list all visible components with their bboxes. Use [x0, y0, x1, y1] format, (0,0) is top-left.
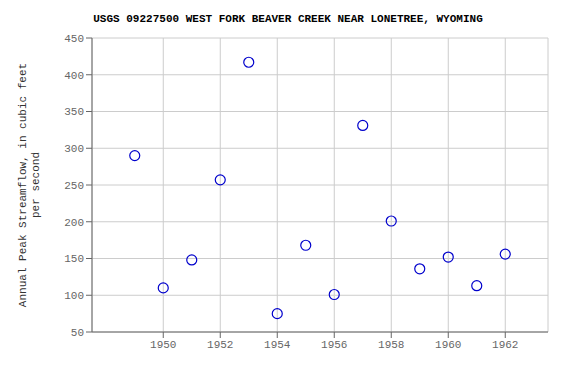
svg-text:400: 400	[64, 70, 84, 82]
svg-text:1960: 1960	[435, 339, 461, 351]
svg-text:1950: 1950	[150, 339, 176, 351]
svg-text:300: 300	[64, 143, 84, 155]
svg-text:200: 200	[64, 217, 84, 229]
svg-text:100: 100	[64, 290, 84, 302]
svg-text:150: 150	[64, 253, 84, 265]
svg-text:350: 350	[64, 106, 84, 118]
svg-text:Annual Peak Streamflow, in cub: Annual Peak Streamflow, in cubic feetper…	[17, 63, 42, 307]
svg-text:450: 450	[64, 33, 84, 45]
svg-text:250: 250	[64, 180, 84, 192]
svg-text:1954: 1954	[264, 339, 291, 351]
svg-text:50: 50	[71, 327, 84, 339]
svg-text:1958: 1958	[378, 339, 404, 351]
svg-text:1952: 1952	[207, 339, 233, 351]
svg-text:1962: 1962	[492, 339, 518, 351]
svg-text:1956: 1956	[321, 339, 347, 351]
html-text:USGS 09227500 WEST FORK BEAVER: USGS 09227500 WEST FORK BEAVER CREEK NEA…	[93, 13, 483, 25]
